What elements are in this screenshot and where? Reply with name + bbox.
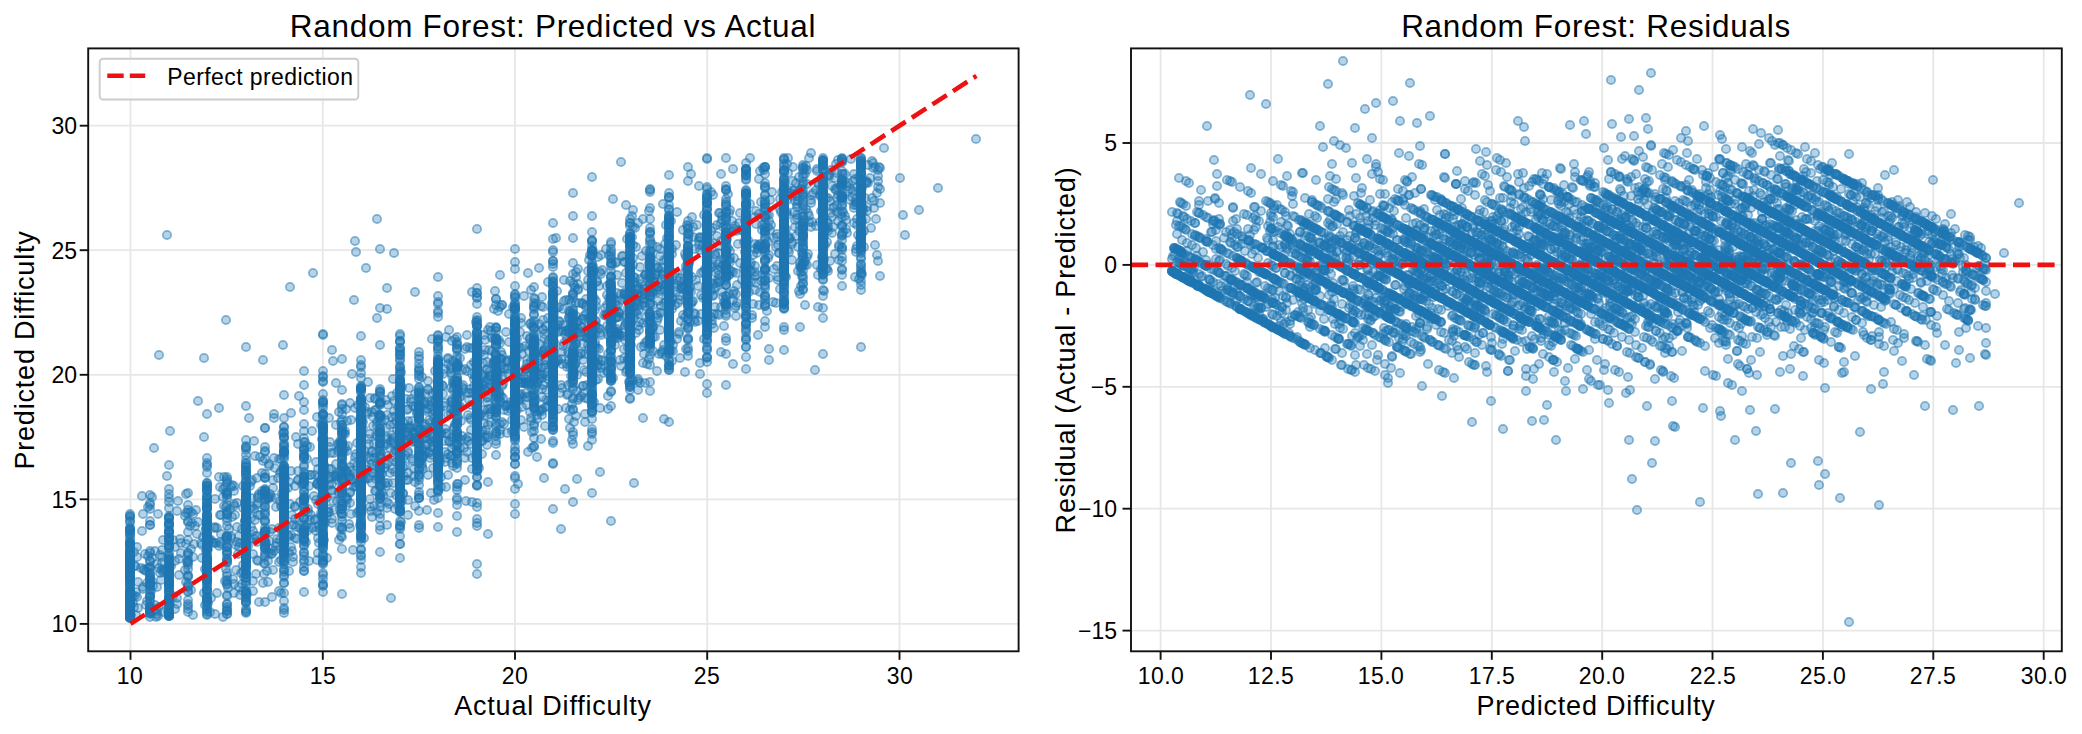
svg-text:Predicted Difficulty: Predicted Difficulty bbox=[10, 230, 40, 469]
svg-text:30: 30 bbox=[887, 663, 913, 689]
svg-text:27.5: 27.5 bbox=[1910, 663, 1956, 689]
svg-text:0: 0 bbox=[1104, 252, 1117, 278]
svg-text:−10: −10 bbox=[1078, 496, 1117, 522]
svg-text:−5: −5 bbox=[1091, 374, 1117, 400]
svg-text:Residual (Actual - Predicted): Residual (Actual - Predicted) bbox=[1051, 167, 1081, 534]
svg-text:Perfect prediction: Perfect prediction bbox=[167, 64, 353, 90]
svg-text:Predicted Difficulty: Predicted Difficulty bbox=[1476, 691, 1715, 721]
svg-text:15: 15 bbox=[51, 487, 77, 513]
svg-text:25.0: 25.0 bbox=[1800, 663, 1846, 689]
svg-text:Actual Difficulty: Actual Difficulty bbox=[454, 691, 652, 721]
svg-text:30.0: 30.0 bbox=[2021, 663, 2067, 689]
svg-text:10: 10 bbox=[117, 663, 143, 689]
svg-text:Random Forest: Residuals: Random Forest: Residuals bbox=[1401, 8, 1791, 44]
svg-text:25: 25 bbox=[694, 663, 720, 689]
svg-text:5: 5 bbox=[1104, 130, 1117, 156]
svg-text:15: 15 bbox=[310, 663, 336, 689]
svg-text:10.0: 10.0 bbox=[1138, 663, 1184, 689]
svg-text:10: 10 bbox=[51, 611, 77, 637]
svg-text:Random Forest: Predicted vs Ac: Random Forest: Predicted vs Actual bbox=[290, 8, 816, 44]
svg-text:22.5: 22.5 bbox=[1690, 663, 1736, 689]
svg-text:20: 20 bbox=[51, 362, 77, 388]
svg-text:15.0: 15.0 bbox=[1358, 663, 1404, 689]
svg-text:20: 20 bbox=[502, 663, 528, 689]
svg-text:17.5: 17.5 bbox=[1469, 663, 1515, 689]
svg-text:20.0: 20.0 bbox=[1579, 663, 1625, 689]
svg-text:−15: −15 bbox=[1078, 618, 1117, 644]
svg-text:25: 25 bbox=[51, 238, 77, 264]
svg-text:12.5: 12.5 bbox=[1248, 663, 1294, 689]
svg-text:30: 30 bbox=[51, 113, 77, 139]
